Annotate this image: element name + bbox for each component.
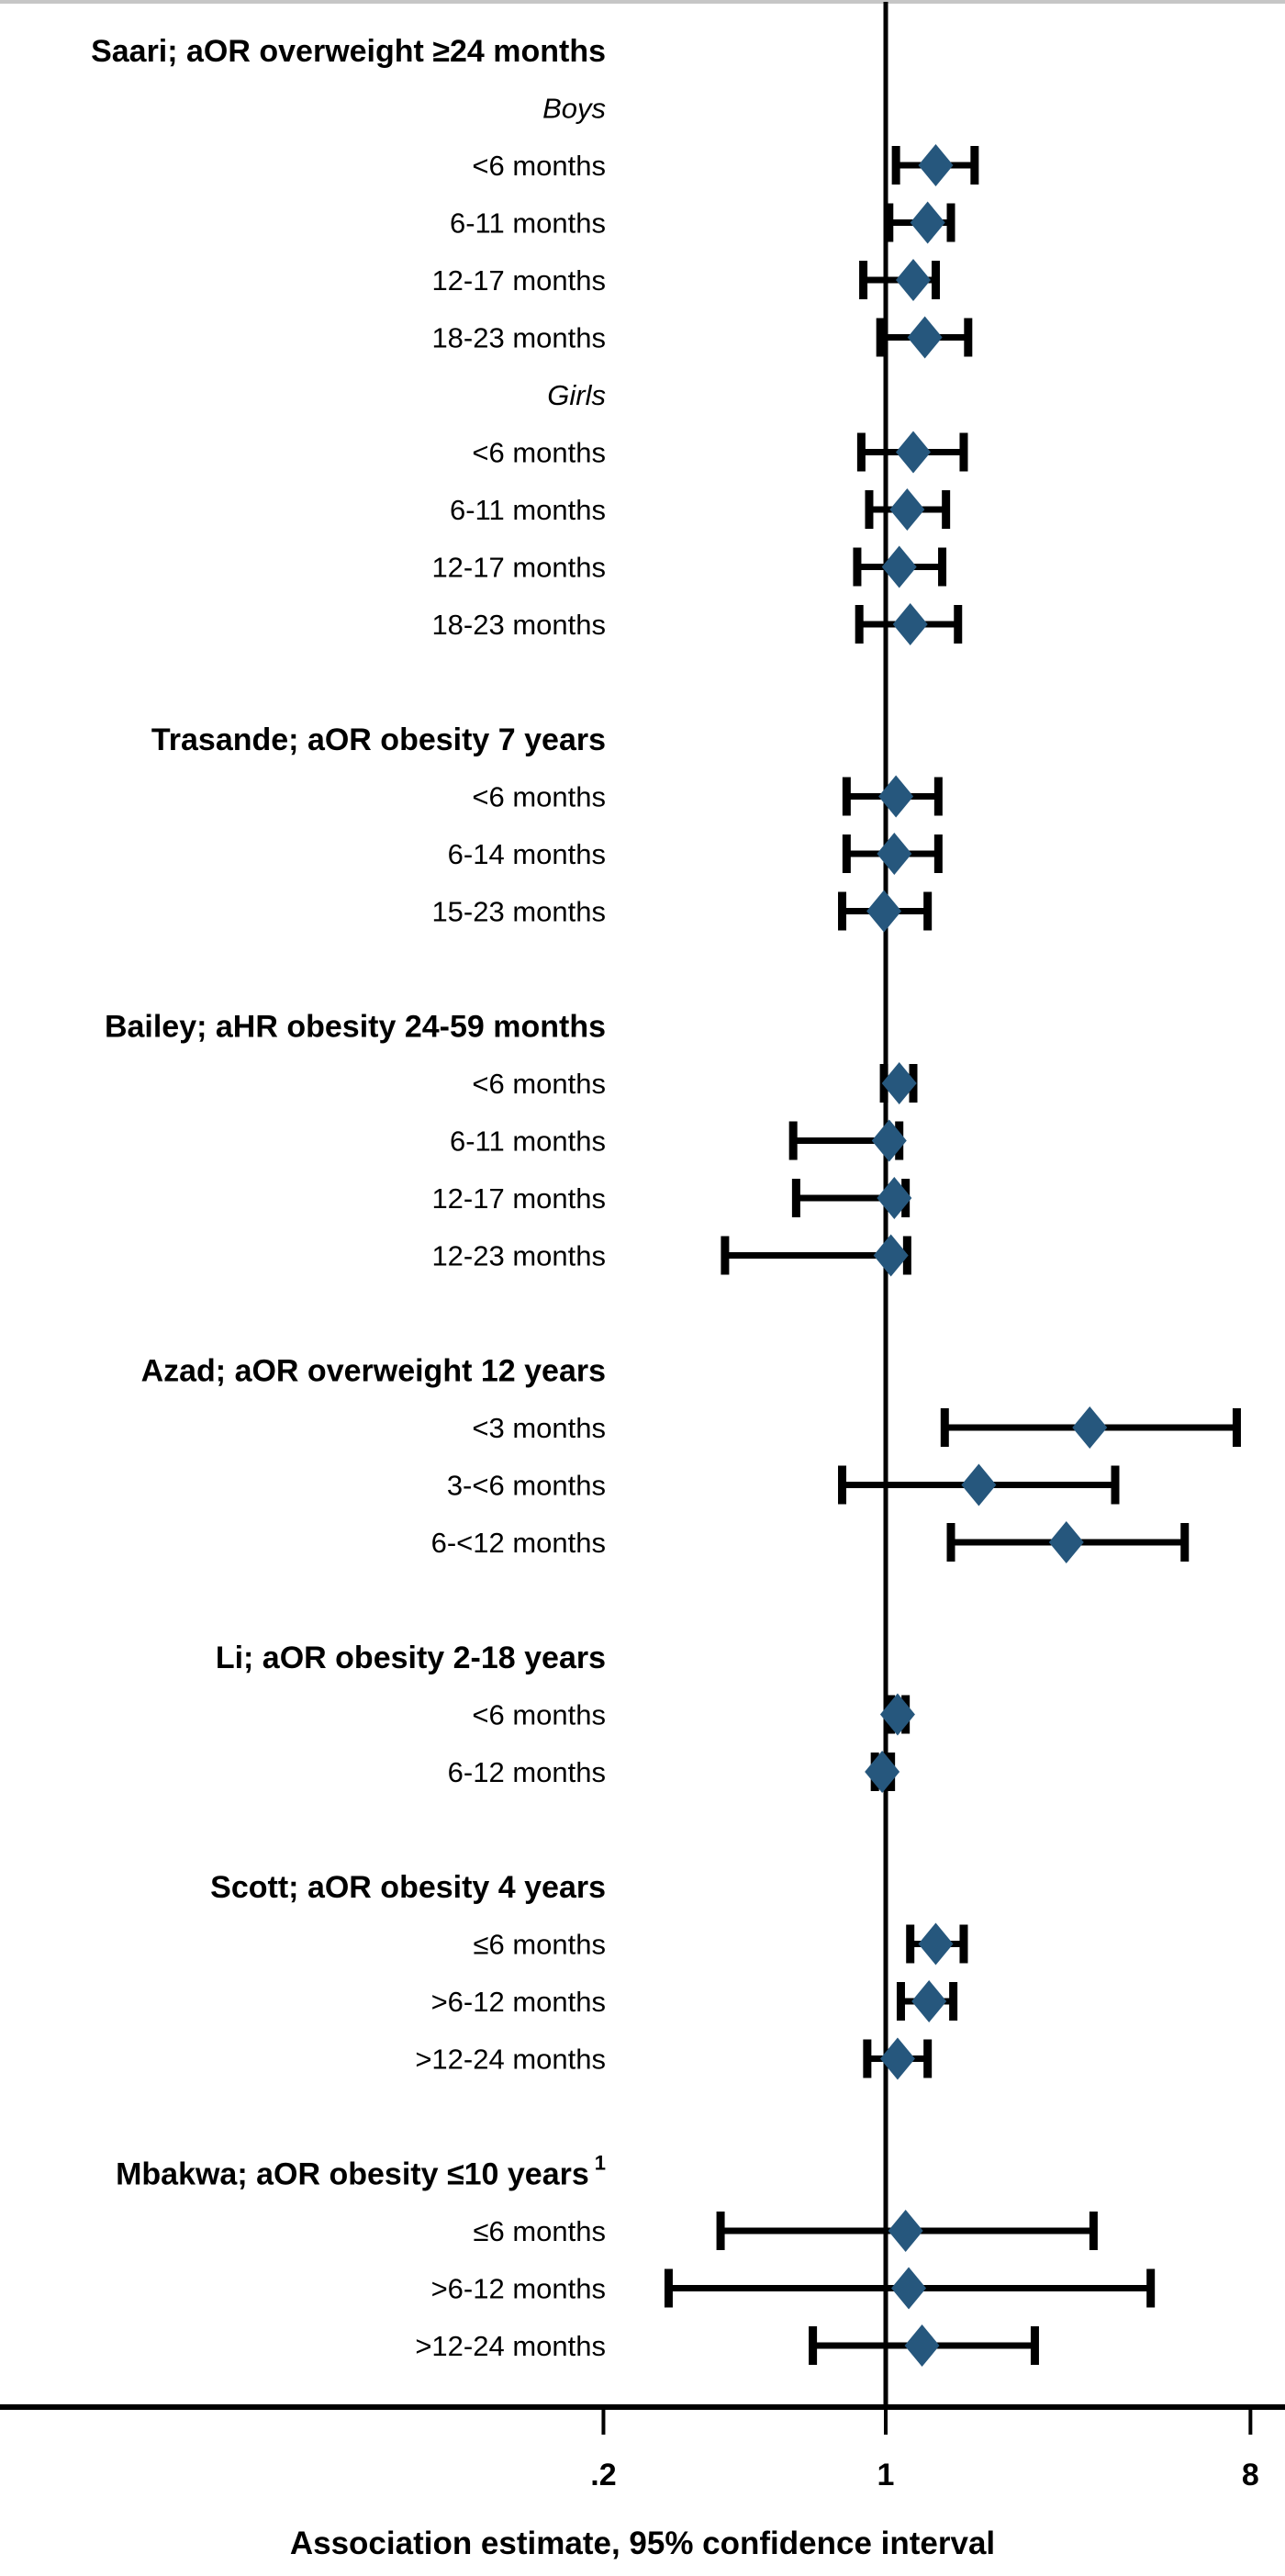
point-estimate-diamond [888,2210,923,2252]
section-header: Mbakwa; aOR obesity ≤10 years 1 [116,2152,606,2192]
point-estimate-diamond [918,144,954,186]
point-estimate-diamond [879,2037,915,2080]
point-estimate-diamond [866,890,902,933]
row-label: 6-14 months [448,838,606,870]
row-label: >12-24 months [415,2330,606,2362]
section-header: Li; aOR obesity 2-18 years [216,1641,606,1675]
section-header: Azad; aOR overweight 12 years [141,1354,606,1389]
point-estimate-diamond [879,1693,915,1736]
x-axis-tick-label: .2 [590,2458,616,2492]
point-estimate-diamond [910,201,945,244]
row-label: <6 months [472,150,606,182]
section-header-superscript: 1 [595,2152,606,2175]
x-axis-tick-label: 1 [877,2458,895,2492]
point-estimate-diamond [1072,1406,1108,1449]
row-label: 6-11 months [450,1126,606,1158]
row-label: 6-11 months [450,494,606,526]
row-label: 6-12 months [448,1756,606,1788]
point-estimate-diamond [918,1922,954,1966]
row-label: >6-12 months [431,2273,606,2305]
row-label: 6-11 months [450,207,606,240]
point-estimate-diamond [865,1751,900,1793]
row-label: ≤6 months [473,1929,606,1961]
row-label: 3-<6 months [447,1470,606,1502]
point-estimate-diamond [873,1234,909,1277]
point-estimate-diamond [881,1062,917,1104]
point-estimate-diamond [896,259,932,301]
row-label: 18-23 months [431,609,606,641]
point-estimate-diamond [892,603,928,645]
row-label: >6-12 months [431,1986,606,2018]
row-label: 6-<12 months [431,1527,606,1559]
row-label: <6 months [472,1699,606,1731]
section-header: Trasande; aOR obesity 7 years [151,722,606,757]
row-label: >12-24 months [415,2044,606,2076]
point-estimate-diamond [911,1980,947,2022]
row-label: 12-17 months [431,264,606,297]
chart-root: Saari; aOR overweight ≥24 months Boys <6 m… [0,0,1285,2492]
row-label: 12-23 months [431,1240,606,1272]
row-label: 12-17 months [431,1182,606,1215]
point-estimate-diamond [877,1177,912,1219]
point-estimate-diamond [1048,1521,1084,1563]
section-header: Scott; aOR obesity 4 years [210,1870,606,1905]
point-estimate-diamond [889,488,925,531]
point-estimate-diamond [904,2324,940,2367]
point-estimate-diamond [871,1119,907,1162]
row-label: 15-23 months [431,896,606,928]
row-label: ≤6 months [473,2215,606,2247]
row-label: 18-23 months [431,322,606,354]
point-estimate-diamond [878,775,914,818]
section-header: Bailey; aHR obesity 24-59 months [105,1010,606,1045]
figure-top-border [0,0,1285,4]
row-label: <3 months [472,1412,606,1444]
section-header: Saari; aOR overweight ≥24 months [91,34,606,69]
point-estimate-diamond [891,2267,927,2310]
row-label: <6 months [472,1068,606,1100]
row-label: <6 months [472,781,606,813]
subgroup-label: Girls [547,379,606,411]
x-axis-tick-label: 8 [1242,2458,1259,2492]
subgroup-label: Boys [542,93,606,125]
point-estimate-diamond [877,833,912,875]
row-label: 12-17 months [431,552,606,584]
point-estimate-diamond [881,545,917,588]
point-estimate-diamond [907,316,943,359]
row-label: <6 months [472,437,606,469]
point-estimate-diamond [896,431,932,474]
x-axis-title: Association estimate, 95% confidence int… [290,2526,995,2561]
point-estimate-diamond [961,1463,997,1506]
